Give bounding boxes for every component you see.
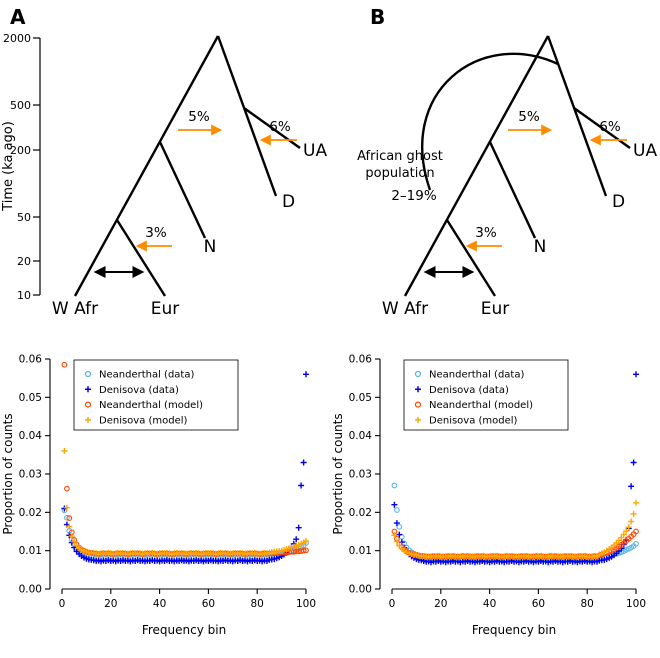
tree-panel-b: B 5% 6% 3% African ghost population 2–19…: [357, 5, 657, 319]
legend-label-neanderthal-model: Neanderthal (model): [429, 400, 533, 411]
series-neanderthal-data: [391, 482, 639, 562]
series-denisova-data: [61, 371, 309, 565]
time-tick-500: 500: [10, 99, 31, 112]
svg-text:100: 100: [296, 598, 316, 610]
x-axis-label: Frequency bin: [472, 623, 556, 637]
svg-text:60: 60: [532, 598, 545, 610]
svg-text:60: 60: [202, 598, 215, 610]
ghost-admixture-arc: [421, 52, 559, 191]
svg-text:0.02: 0.02: [19, 507, 42, 519]
time-tick-200: 200: [10, 144, 31, 157]
y-axis-label: Proportion of counts: [331, 413, 345, 534]
ghost-label-line2: population: [365, 166, 434, 181]
svg-text:20: 20: [434, 598, 447, 610]
tip-label-wafr: W Afr: [382, 299, 428, 319]
legend-label-neanderthal-model: Neanderthal (model): [99, 400, 203, 411]
panel-a-label: A: [10, 5, 26, 29]
tree-panel-a: A 2000 500 200 50 20 10 Time (ka ago): [1, 5, 327, 319]
tip-label-eur: Eur: [151, 299, 180, 319]
svg-text:0.03: 0.03: [349, 469, 372, 481]
series-denisova-model: [61, 448, 309, 557]
scatter-panel-a: 0.00 0.01 0.02 0.03 0.04 0.05 0.06 0 20 40 60 80 100…: [1, 354, 316, 638]
legend: Neanderthal (data) Denisova (data) Neander…: [403, 359, 569, 431]
svg-text:0.00: 0.00: [19, 584, 42, 596]
svg-text:0.04: 0.04: [19, 430, 43, 442]
legend-marker-denisova-model: [415, 416, 421, 423]
svg-text:80: 80: [581, 598, 594, 610]
legend-marker-neanderthal-data: [414, 370, 422, 378]
legend-label-denisova-data: Denisova (data): [99, 385, 179, 396]
svg-text:0.04: 0.04: [349, 430, 373, 442]
svg-text:0.05: 0.05: [349, 392, 372, 404]
admixture-label-5pct: 5%: [188, 109, 210, 125]
y-axis-label: Proportion of counts: [1, 413, 15, 534]
x-axis-label: Frequency bin: [142, 623, 226, 637]
svg-text:0.03: 0.03: [19, 469, 42, 481]
legend-marker-neanderthal-model: [414, 401, 422, 408]
svg-text:20: 20: [104, 598, 117, 610]
tick-labels: 0.00 0.01 0.02 0.03 0.04 0.05 0.06 0 20 40 60 80 100: [19, 354, 316, 611]
tip-label-n: N: [534, 237, 547, 257]
time-tick-2000: 2000: [3, 32, 31, 45]
time-tick-50: 50: [17, 211, 31, 224]
ghost-label-line1: African ghost: [357, 149, 443, 164]
admixture-arrows: [465, 124, 627, 252]
admixture-label-6pct: 6%: [269, 119, 291, 135]
svg-text:80: 80: [251, 598, 264, 610]
legend-label-neanderthal-data: Neanderthal (data): [429, 370, 524, 381]
panel-b-label: B: [370, 5, 385, 29]
admixture-label-6pct: 6%: [599, 119, 621, 135]
axes: [375, 358, 637, 594]
legend-marker-denisova-data: [85, 386, 91, 393]
tree-branches: [403, 35, 631, 297]
svg-text:0: 0: [389, 598, 396, 610]
svg-text:0.01: 0.01: [349, 545, 372, 557]
tree-branches: [73, 35, 301, 297]
admixture-arrows: [135, 124, 297, 252]
legend-marker-denisova-data: [415, 386, 421, 393]
svg-text:0: 0: [59, 598, 66, 610]
svg-text:40: 40: [153, 598, 166, 610]
svg-text:0.02: 0.02: [349, 507, 372, 519]
tip-label-eur: Eur: [481, 299, 510, 319]
ghost-rate-label: 2–19%: [391, 188, 437, 204]
tip-label-ua: UA: [633, 141, 657, 161]
svg-text:0.01: 0.01: [19, 545, 42, 557]
legend-marker-denisova-model: [85, 416, 91, 423]
admixture-label-3pct: 3%: [475, 225, 497, 241]
time-tick-10: 10: [17, 289, 31, 302]
svg-text:0.05: 0.05: [19, 392, 42, 404]
tip-label-d: D: [612, 192, 625, 212]
legend: Neanderthal (data) Denisova (data) Neander…: [73, 359, 239, 431]
axes: [45, 358, 307, 594]
time-axis-label: Time (ka ago): [1, 121, 16, 212]
tip-label-wafr: W Afr: [52, 299, 98, 319]
time-axis: [33, 37, 41, 296]
legend-marker-neanderthal-data: [84, 370, 92, 378]
legend-label-denisova-model: Denisova (model): [99, 415, 188, 426]
legend-marker-neanderthal-model: [84, 401, 92, 408]
admixture-label-3pct: 3%: [145, 225, 167, 241]
tick-labels: 0.00 0.01 0.02 0.03 0.04 0.05 0.06 0 20 40 60 80 100: [349, 354, 646, 611]
time-tick-20: 20: [17, 255, 31, 268]
legend-label-denisova-model: Denisova (model): [429, 415, 518, 426]
legend-label-neanderthal-data: Neanderthal (data): [99, 370, 194, 381]
legend-label-denisova-data: Denisova (data): [429, 385, 509, 396]
svg-text:100: 100: [626, 598, 646, 610]
svg-text:0.06: 0.06: [19, 354, 43, 366]
tip-label-ua: UA: [303, 141, 327, 161]
admixture-label-5pct: 5%: [518, 109, 540, 125]
scatter-panel-b: 0.00 0.01 0.02 0.03 0.04 0.05 0.06 0 20 40 60 80 100…: [331, 354, 646, 638]
svg-text:0.00: 0.00: [349, 584, 372, 596]
tip-label-d: D: [282, 192, 295, 212]
svg-text:40: 40: [483, 598, 496, 610]
series-denisova-model: [391, 499, 639, 560]
svg-text:0.06: 0.06: [349, 354, 373, 366]
tip-label-n: N: [204, 237, 217, 257]
